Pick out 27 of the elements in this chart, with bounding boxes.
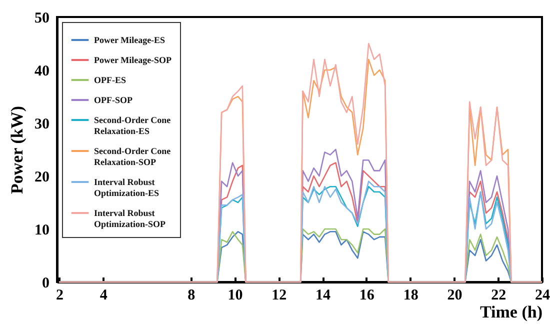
- legend-label: OPF-SOP: [94, 95, 133, 105]
- x-tick-label: 20: [447, 288, 462, 304]
- x-tick-label: 14: [316, 288, 332, 304]
- y-tick-label: 30: [34, 116, 50, 132]
- y-tick-label: 50: [34, 10, 50, 26]
- x-tick-label: 2: [56, 288, 64, 304]
- legend-label: OPF-ES: [94, 75, 126, 85]
- x-tick-label: 18: [403, 288, 418, 304]
- y-axis-title: Power (kW): [8, 106, 26, 194]
- x-tick-label: 16: [359, 288, 375, 304]
- x-tick-label: 4: [100, 288, 108, 304]
- legend-label: Power Mileage-ES: [94, 35, 166, 45]
- legend-label: Interval Robust Optimization-SOP: [94, 208, 166, 229]
- y-tick-label: 20: [34, 170, 50, 186]
- x-tick-label: 10: [228, 288, 243, 304]
- x-tick-label: 8: [188, 288, 196, 304]
- x-axis-title: Time (h): [480, 302, 542, 322]
- x-tick-label: 12: [272, 288, 287, 304]
- legend-label: Second-Order Cone Relaxation-ES: [94, 115, 171, 136]
- y-tick-label: 40: [34, 64, 50, 80]
- legend-label: Power Mileage-SOP: [94, 55, 172, 65]
- x-tick-label: 24: [535, 288, 550, 304]
- y-tick-label: 0: [42, 276, 50, 292]
- legend-label: Interval Robust Optimization-ES: [94, 177, 160, 198]
- x-tick-label: 22: [491, 288, 506, 304]
- y-tick-label: 10: [34, 222, 50, 238]
- legend-label: Second-Order Cone Relaxation-SOP: [94, 146, 171, 167]
